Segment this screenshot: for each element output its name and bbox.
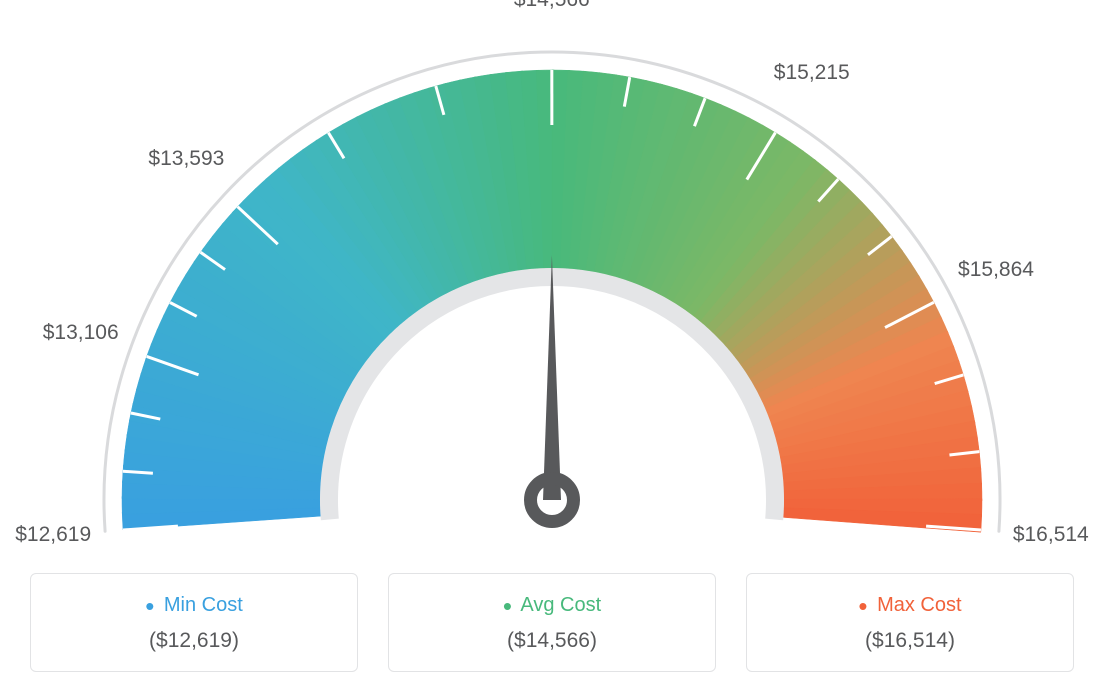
avg-cost-dot: • (503, 591, 512, 621)
gauge-tick-label: $14,566 (514, 0, 590, 12)
avg-cost-card: • Avg Cost ($14,566) (388, 573, 716, 672)
cost-summary-cards: • Min Cost ($12,619) • Avg Cost ($14,566… (30, 573, 1074, 672)
min-cost-value: ($12,619) (41, 629, 347, 653)
min-cost-card: • Min Cost ($12,619) (30, 573, 358, 672)
gauge-tick-label: $15,864 (958, 258, 1034, 282)
max-cost-title-text: Max Cost (877, 594, 961, 616)
avg-cost-value: ($14,566) (399, 629, 705, 653)
gauge-tick-label: $15,215 (774, 61, 850, 85)
min-cost-title: • Min Cost (41, 594, 347, 617)
gauge-tick-label: $13,106 (43, 321, 119, 345)
max-cost-value: ($16,514) (757, 629, 1063, 653)
max-cost-dot: • (858, 591, 867, 621)
gauge-tick-label: $12,619 (15, 523, 91, 547)
gauge-tick-label: $13,593 (148, 147, 224, 171)
avg-cost-title-text: Avg Cost (520, 594, 601, 616)
cost-gauge-chart: $12,619 $13,106 $13,593 $14,566 $15,215 $15,8… (0, 0, 1104, 690)
max-cost-card: • Max Cost ($16,514) (746, 573, 1074, 672)
gauge-area: $12,619 $13,106 $13,593 $14,566 $15,215 $15,8… (0, 0, 1104, 560)
gauge-tick-label: $16,514 (1013, 523, 1089, 547)
max-cost-title: • Max Cost (757, 594, 1063, 617)
min-cost-dot: • (145, 591, 154, 621)
avg-cost-title: • Avg Cost (399, 594, 705, 617)
gauge-svg (0, 0, 1104, 560)
min-cost-title-text: Min Cost (164, 594, 243, 616)
